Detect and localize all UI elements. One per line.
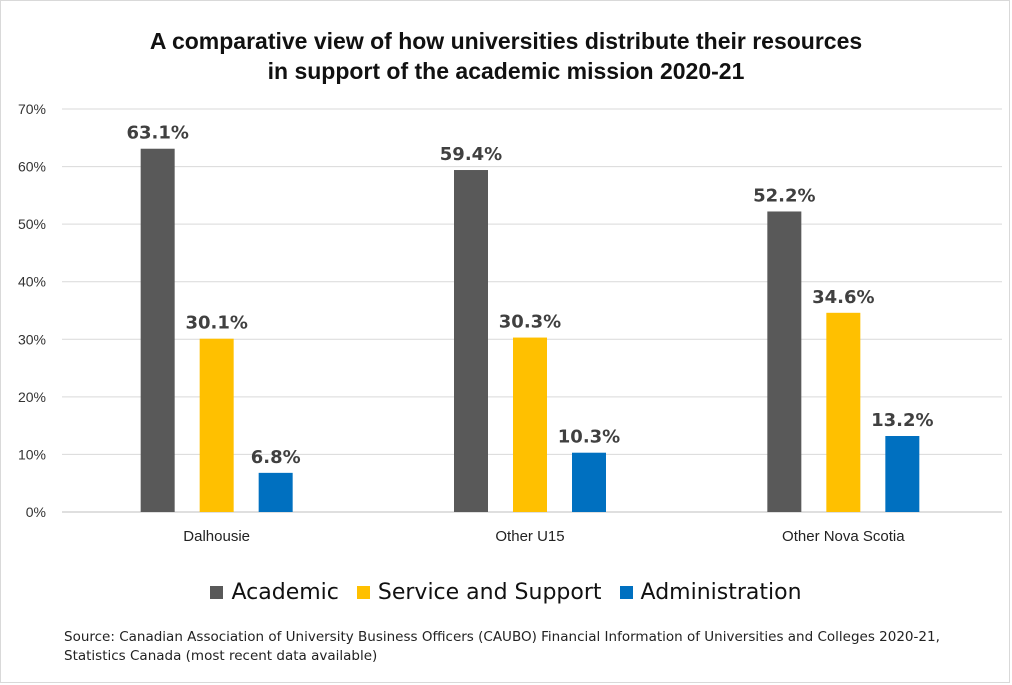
bar bbox=[199, 338, 234, 512]
source-note: Source: Canadian Association of Universi… bbox=[64, 629, 940, 664]
legend-label-academic: Academic bbox=[231, 580, 339, 605]
y-tick-label: 10% bbox=[18, 446, 46, 462]
y-tick-label: 70% bbox=[18, 101, 46, 117]
data-label: 34.6% bbox=[812, 287, 874, 308]
data-label: 30.3% bbox=[499, 312, 561, 333]
y-tick-label: 40% bbox=[18, 274, 46, 290]
bar bbox=[885, 436, 920, 512]
data-label: 6.8% bbox=[251, 447, 301, 468]
bar bbox=[767, 211, 802, 512]
bar bbox=[513, 337, 547, 512]
legend-label-administration: Administration bbox=[640, 580, 802, 605]
chart-title-line-2: in support of the academic mission 2020-… bbox=[267, 58, 745, 84]
data-label: 10.3% bbox=[558, 427, 620, 448]
legend-swatch-service-support bbox=[356, 586, 370, 599]
legend-swatch-academic bbox=[210, 586, 224, 599]
legend-label-service-support: Service and Support bbox=[377, 580, 602, 605]
legend: Academic Service and Support Administrat… bbox=[0, 580, 1012, 605]
data-label: 63.1% bbox=[126, 123, 188, 144]
bar bbox=[258, 472, 293, 512]
bar bbox=[572, 452, 606, 512]
y-tick-label: 20% bbox=[18, 389, 46, 405]
data-label: 59.4% bbox=[440, 144, 502, 165]
legend-item-administration: Administration bbox=[619, 580, 802, 605]
data-label: 13.2% bbox=[871, 410, 933, 431]
x-category-label: Other Nova Scotia bbox=[782, 528, 905, 545]
legend-swatch-administration bbox=[619, 586, 633, 599]
y-tick-label: 50% bbox=[18, 216, 46, 232]
y-tick-label: 60% bbox=[18, 159, 46, 175]
data-label: 30.1% bbox=[185, 313, 247, 334]
y-tick-label: 30% bbox=[18, 331, 46, 347]
chart-title: A comparative view of how universities d… bbox=[0, 26, 1012, 86]
chart-title-line-1: A comparative view of how universities d… bbox=[149, 28, 863, 54]
x-category-label: Other U15 bbox=[495, 528, 564, 545]
legend-item-service-support: Service and Support bbox=[356, 580, 602, 605]
bar bbox=[140, 148, 175, 512]
legend-item-academic: Academic bbox=[210, 580, 339, 605]
data-label: 52.2% bbox=[753, 185, 815, 206]
bar bbox=[454, 170, 488, 513]
bar bbox=[826, 312, 861, 512]
y-tick-label: 0% bbox=[26, 504, 46, 520]
x-category-label: Dalhousie bbox=[183, 528, 250, 545]
